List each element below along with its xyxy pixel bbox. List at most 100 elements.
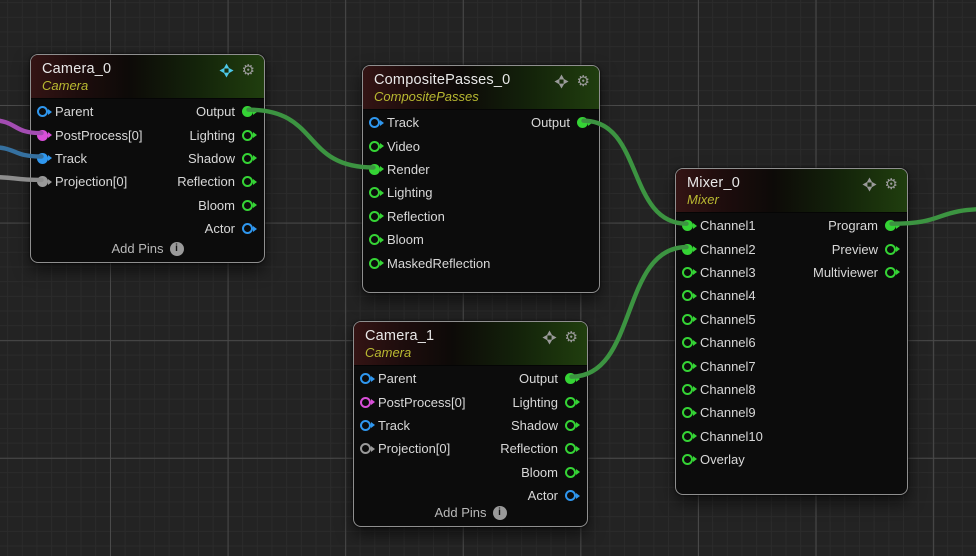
- info-icon: i: [169, 241, 184, 256]
- add-pins-button[interactable]: Add Pins i: [31, 238, 264, 259]
- pin-row-overlay: Overlay: [676, 448, 763, 471]
- node-body: Track Video Render Lighting Reflection Bloom M…: [363, 110, 599, 275]
- wire-in-track[interactable]: [0, 145, 44, 159]
- pin-label: PostProcess[0]: [378, 394, 466, 410]
- pin-render-input[interactable]: [369, 163, 384, 175]
- pin-maskedreflection-input[interactable]: [369, 257, 384, 269]
- wire-program-out[interactable]: [889, 207, 976, 226]
- node-camera-0[interactable]: Camera_0 Camera ⚙ Parent PostProcess[0] Track…: [30, 54, 265, 263]
- wire-camera1-output-to-channel2[interactable]: [569, 244, 689, 379]
- pin-channel8-input[interactable]: [682, 383, 697, 395]
- pin-channel2-input[interactable]: [682, 243, 697, 255]
- pin-row-channel7: Channel7: [676, 354, 763, 377]
- info-icon: i: [492, 505, 507, 520]
- output-pin-column: Output Lighting Shadow Reflection Bloom Actor: [500, 367, 587, 507]
- pin-track-input[interactable]: [369, 117, 384, 129]
- node-header[interactable]: Mixer_0 Mixer ⚙: [676, 169, 907, 213]
- output-pin-column: Output Lighting Shadow Reflection Bloom Actor: [177, 100, 264, 240]
- wire-composite-output-to-channel1[interactable]: [581, 118, 689, 226]
- wire-camera0-output-to-render[interactable]: [246, 107, 376, 170]
- pin-parent-input[interactable]: [37, 106, 52, 118]
- node-compositepasses-0[interactable]: CompositePasses_0 CompositePasses ⚙ Track Vi…: [362, 65, 600, 293]
- pin-reflection-output[interactable]: [242, 176, 257, 188]
- pin-lighting-input[interactable]: [369, 187, 384, 199]
- pin-track-input[interactable]: [360, 419, 375, 431]
- pin-bloom-output[interactable]: [565, 466, 580, 478]
- pin-label: Render: [387, 161, 430, 177]
- pin-label: Parent: [378, 371, 417, 387]
- pin-output-output[interactable]: [565, 373, 580, 385]
- pin-preview-output[interactable]: [885, 243, 900, 255]
- settings-gear-icon[interactable]: ⚙: [576, 73, 590, 90]
- pin-row-shadow: Shadow: [177, 147, 264, 170]
- pin-label: Actor: [527, 488, 558, 504]
- pin-row-track: Track: [354, 414, 465, 437]
- pin-row-channel4: Channel4: [676, 284, 763, 307]
- pin-video-input[interactable]: [369, 140, 384, 152]
- pin-channel1-input[interactable]: [682, 220, 697, 232]
- move-icon[interactable]: [219, 63, 234, 78]
- node-mixer-0[interactable]: Mixer_0 Mixer ⚙ Channel1 Channel2 Channel3 Cha…: [675, 168, 908, 495]
- pin-channel6-input[interactable]: [682, 337, 697, 349]
- pin-row-output: Output: [500, 367, 587, 390]
- settings-gear-icon[interactable]: ⚙: [884, 176, 898, 193]
- pin-postprocess-0--input[interactable]: [37, 129, 52, 141]
- pin-lighting-output[interactable]: [565, 396, 580, 408]
- pin-parent-input[interactable]: [360, 373, 375, 385]
- move-icon[interactable]: [862, 177, 877, 192]
- settings-gear-icon[interactable]: ⚙: [241, 62, 255, 79]
- pin-label: Channel10: [700, 428, 763, 444]
- move-icon[interactable]: [542, 330, 557, 345]
- pin-actor-output[interactable]: [242, 223, 257, 235]
- pin-label: Channel4: [700, 288, 756, 304]
- pin-row-channel9: Channel9: [676, 401, 763, 424]
- wire-in-postprocess[interactable]: [0, 118, 44, 136]
- node-header[interactable]: Camera_0 Camera ⚙: [31, 55, 264, 99]
- pin-row-channel3: Channel3: [676, 261, 763, 284]
- node-header[interactable]: CompositePasses_0 CompositePasses ⚙: [363, 66, 599, 110]
- header-icons: ⚙: [219, 63, 255, 78]
- add-pins-button[interactable]: Add Pins i: [354, 502, 587, 523]
- pin-bloom-output[interactable]: [242, 199, 257, 211]
- pin-row-reflection: Reflection: [500, 437, 587, 460]
- pin-channel4-input[interactable]: [682, 290, 697, 302]
- input-pin-column: Parent PostProcess[0] Track Projection[0]: [354, 367, 465, 461]
- pin-row-channel8: Channel8: [676, 378, 763, 401]
- pin-row-bloom: Bloom: [177, 194, 264, 217]
- wire-in-projection[interactable]: [0, 175, 44, 183]
- output-pin-column: Program Preview Multiviewer: [813, 214, 907, 284]
- add-pins-label: Add Pins: [434, 505, 487, 520]
- pin-channel9-input[interactable]: [682, 407, 697, 419]
- pin-channel7-input[interactable]: [682, 360, 697, 372]
- pin-multiviewer-output[interactable]: [885, 266, 900, 278]
- pin-postprocess-0--input[interactable]: [360, 396, 375, 408]
- pin-actor-output[interactable]: [565, 490, 580, 502]
- pin-label: Video: [387, 138, 421, 154]
- pin-shadow-output[interactable]: [242, 152, 257, 164]
- pin-reflection-output[interactable]: [565, 443, 580, 455]
- pin-channel10-input[interactable]: [682, 430, 697, 442]
- pin-shadow-output[interactable]: [565, 419, 580, 431]
- pin-channel5-input[interactable]: [682, 313, 697, 325]
- node-header[interactable]: Camera_1 Camera ⚙: [354, 322, 587, 366]
- pin-reflection-input[interactable]: [369, 210, 384, 222]
- pin-row-channel2: Channel2: [676, 237, 763, 260]
- node-subtitle: Camera: [42, 78, 89, 93]
- move-icon[interactable]: [554, 74, 569, 89]
- pin-label: Projection[0]: [378, 441, 451, 457]
- pin-lighting-output[interactable]: [242, 129, 257, 141]
- settings-gear-icon[interactable]: ⚙: [564, 329, 578, 346]
- pin-projection-0--input[interactable]: [360, 443, 375, 455]
- node-camera-1[interactable]: Camera_1 Camera ⚙ Parent PostProcess[0] Track…: [353, 321, 588, 527]
- pin-channel3-input[interactable]: [682, 266, 697, 278]
- pin-label: Reflection: [387, 208, 445, 224]
- pin-track-input[interactable]: [37, 152, 52, 164]
- pin-overlay-input[interactable]: [682, 454, 697, 466]
- pin-row-video: Video: [363, 134, 490, 157]
- pin-label: Output: [195, 104, 235, 120]
- node-body: Parent PostProcess[0] Track Projection[0] Ou…: [354, 366, 587, 507]
- pin-bloom-input[interactable]: [369, 234, 384, 246]
- node-title: Camera_1: [365, 328, 435, 344]
